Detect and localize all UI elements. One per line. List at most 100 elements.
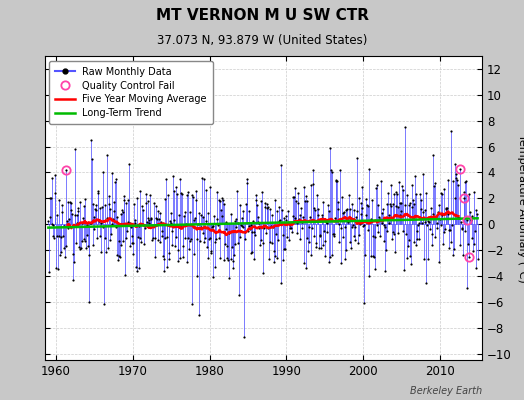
Point	[389, 229, 397, 235]
Point	[60, 245, 68, 251]
Point	[444, 211, 452, 217]
Point	[147, 215, 155, 222]
Point	[423, 218, 432, 224]
Point	[73, 208, 82, 214]
Point	[237, 222, 246, 229]
Point	[213, 216, 222, 223]
Point	[315, 232, 324, 238]
Point	[323, 229, 332, 236]
Point	[420, 256, 428, 262]
Point	[129, 251, 138, 257]
Point	[368, 233, 377, 240]
Point	[228, 264, 237, 271]
Point	[141, 200, 150, 206]
Point	[63, 218, 71, 224]
Point	[308, 181, 316, 187]
Point	[145, 217, 154, 224]
Point	[321, 252, 329, 259]
Point	[445, 226, 454, 233]
Point	[170, 188, 178, 194]
Point	[325, 258, 333, 265]
Point	[335, 238, 344, 245]
Point	[281, 245, 289, 252]
Point	[168, 228, 177, 235]
Point	[225, 275, 233, 281]
Point	[58, 202, 66, 208]
Point	[423, 222, 431, 228]
Point	[125, 220, 134, 226]
Point	[64, 224, 72, 231]
Point	[276, 216, 284, 223]
Point	[76, 199, 84, 205]
Point	[251, 232, 259, 239]
Point	[366, 218, 374, 225]
Point	[443, 177, 452, 183]
Point	[315, 244, 323, 251]
Point	[469, 248, 477, 254]
Point	[310, 233, 319, 239]
Point	[361, 252, 369, 258]
Point	[104, 244, 112, 251]
Point	[338, 194, 346, 200]
Point	[106, 206, 114, 212]
Point	[200, 238, 208, 245]
Point	[257, 198, 265, 204]
Point	[260, 225, 268, 231]
Point	[244, 228, 252, 234]
Point	[176, 254, 184, 261]
Point	[166, 209, 174, 216]
Point	[407, 260, 415, 267]
Point	[215, 198, 224, 204]
Point	[98, 204, 106, 210]
Point	[149, 223, 158, 230]
Point	[196, 238, 204, 244]
Point	[191, 215, 199, 221]
Point	[451, 194, 459, 201]
Point	[306, 214, 314, 220]
Point	[326, 145, 335, 152]
Point	[259, 240, 267, 247]
Point	[214, 235, 223, 242]
Point	[128, 233, 136, 239]
Point	[289, 194, 297, 200]
Point	[223, 254, 232, 261]
Point	[304, 224, 313, 230]
Point	[151, 234, 159, 241]
Point	[434, 209, 442, 215]
Point	[472, 265, 480, 271]
Point	[333, 178, 341, 184]
Point	[148, 237, 156, 244]
Point	[330, 230, 339, 237]
Point	[189, 194, 197, 200]
Point	[351, 237, 359, 243]
Point	[134, 223, 143, 230]
Point	[368, 197, 376, 204]
Text: MT VERNON M U SW CTR: MT VERNON M U SW CTR	[156, 8, 368, 23]
Point	[182, 192, 191, 198]
Point	[243, 180, 251, 186]
Point	[412, 190, 420, 197]
Point	[171, 243, 179, 249]
Point	[55, 232, 63, 239]
Point	[96, 220, 105, 226]
Point	[150, 254, 159, 260]
Point	[209, 223, 217, 229]
Point	[316, 233, 324, 240]
Point	[294, 200, 303, 206]
Point	[235, 234, 244, 240]
Point	[395, 179, 403, 185]
Point	[470, 240, 478, 247]
Point	[133, 195, 141, 201]
Point	[193, 236, 202, 242]
Point	[379, 222, 388, 228]
Point	[276, 280, 285, 286]
Point	[426, 215, 434, 221]
Point	[432, 214, 440, 220]
Point	[90, 214, 99, 220]
Point	[266, 239, 274, 246]
Point	[181, 208, 190, 215]
Point	[297, 205, 305, 211]
Point	[290, 185, 299, 192]
Point	[242, 201, 250, 207]
Point	[191, 197, 200, 203]
